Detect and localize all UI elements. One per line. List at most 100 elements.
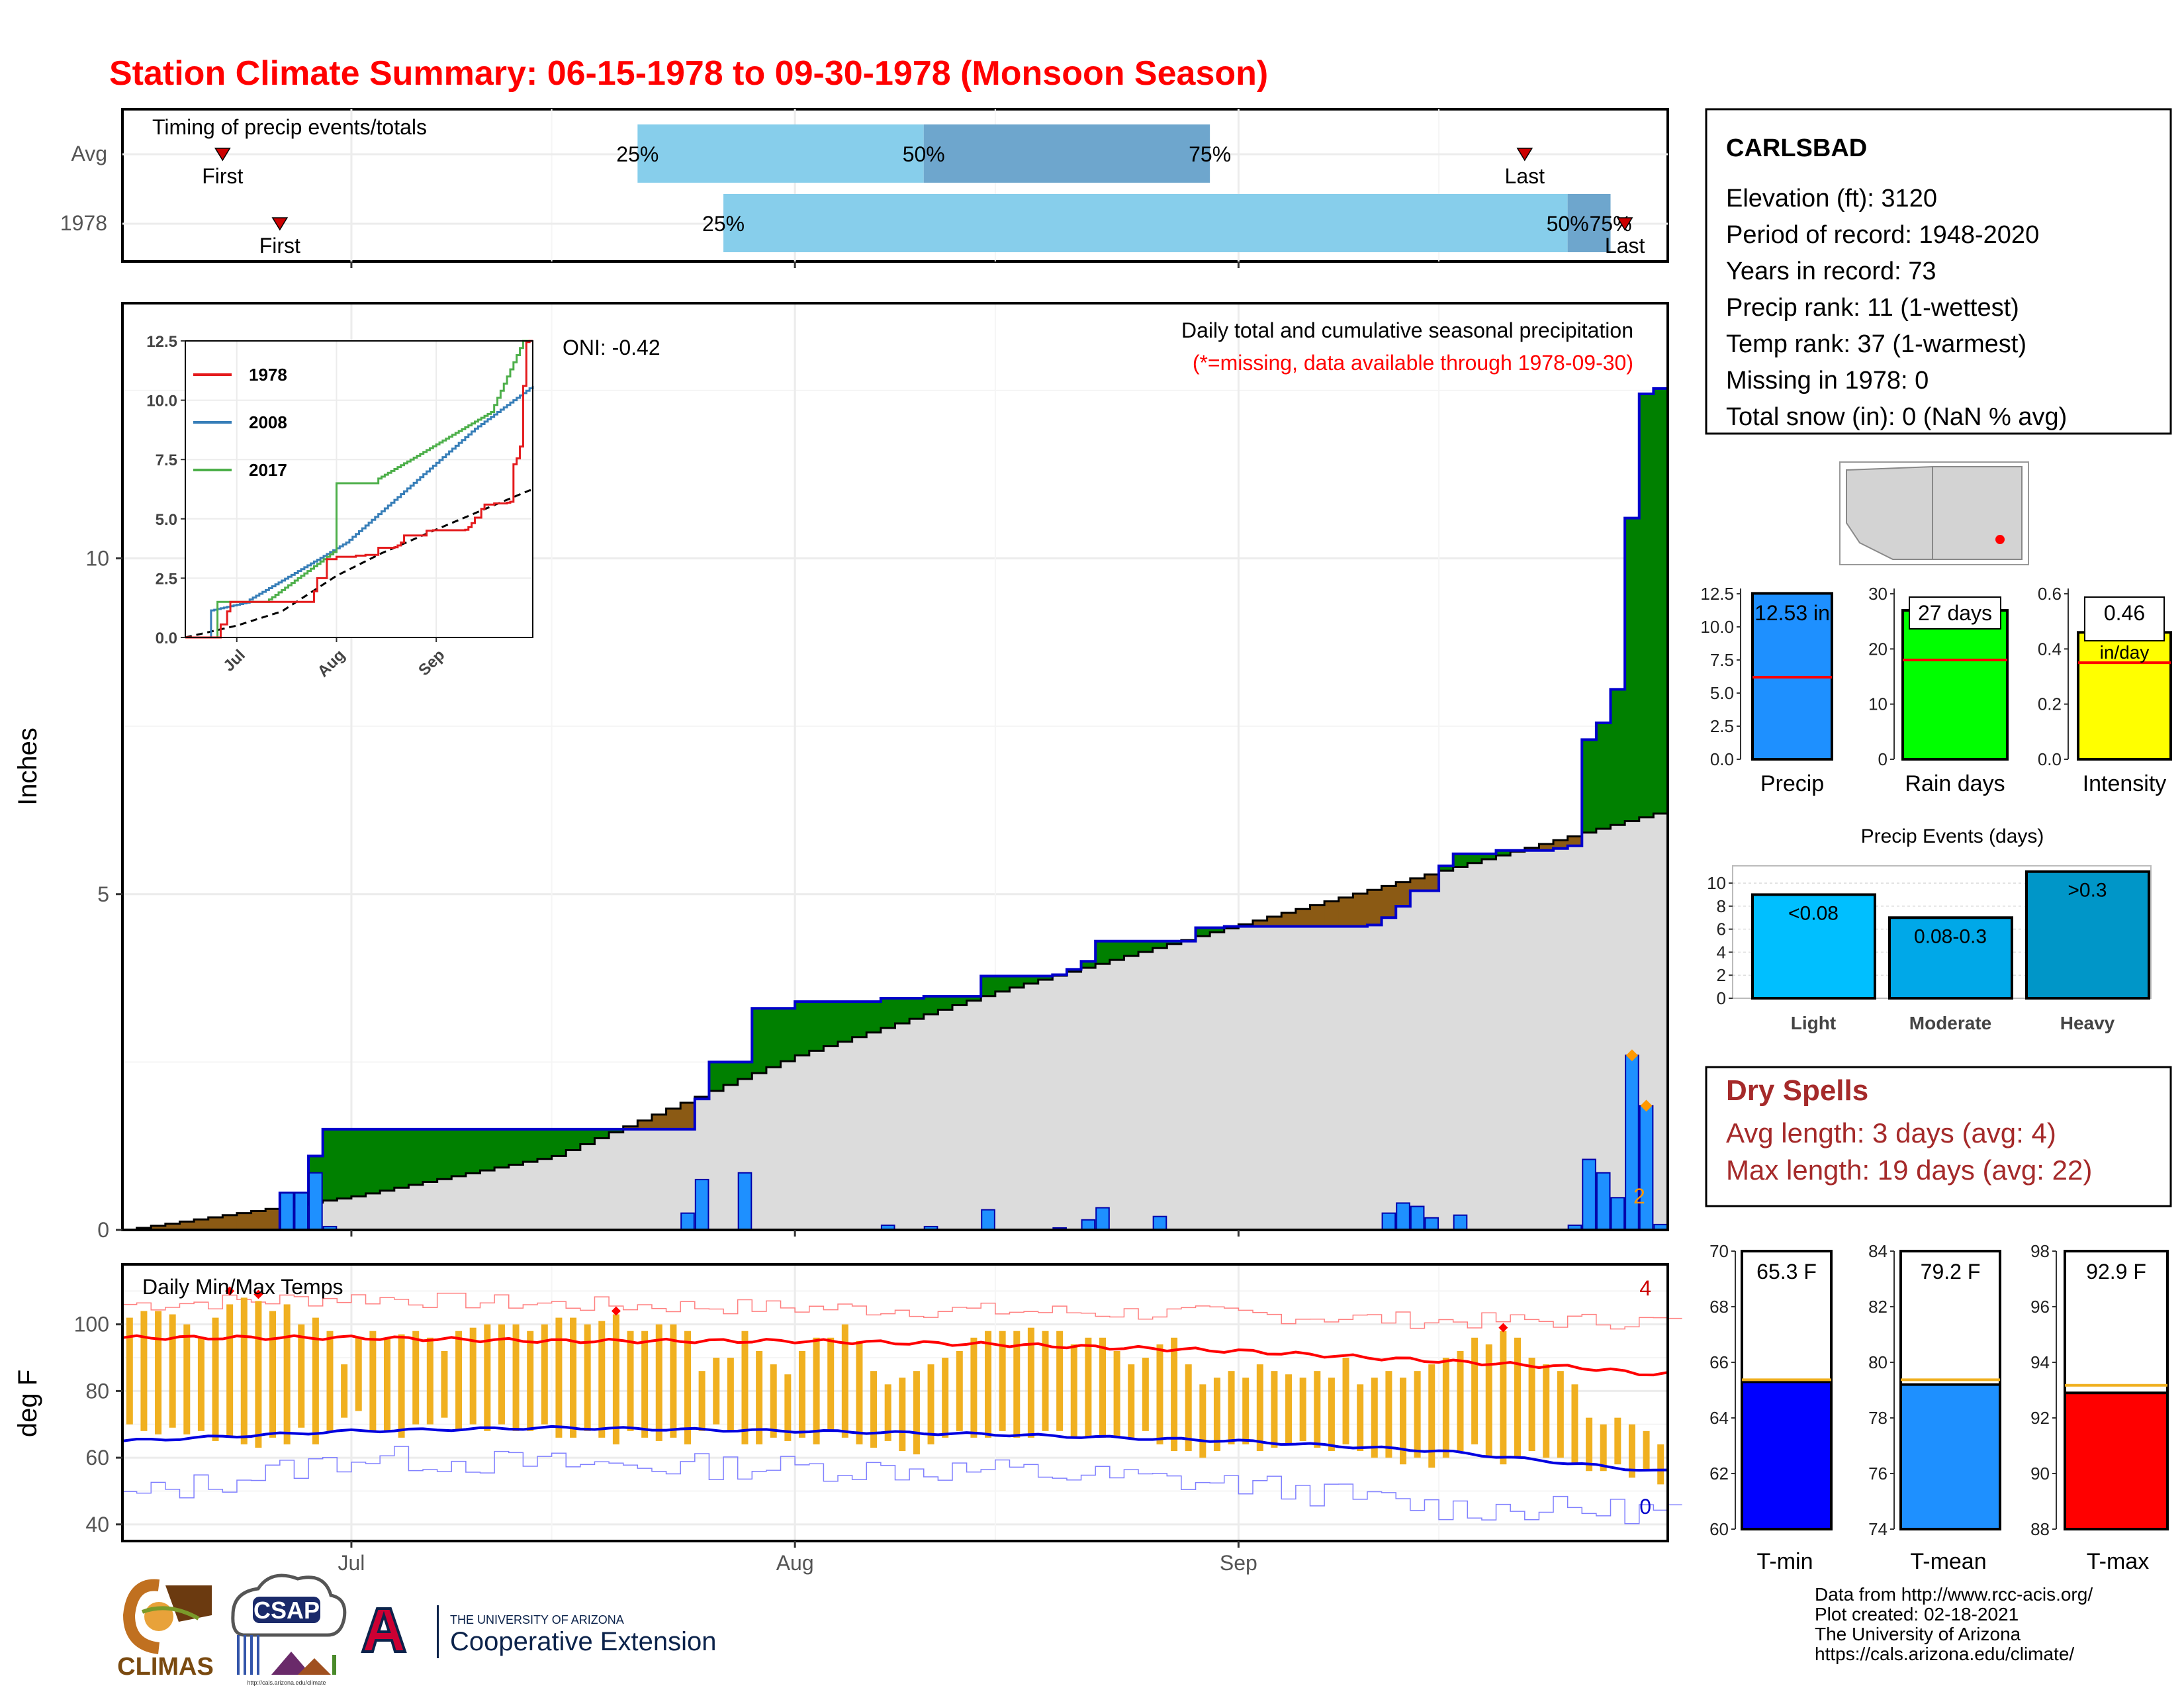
surplus-segment — [451, 1129, 467, 1176]
daily-temp-range-bar — [1027, 1327, 1034, 1438]
daily-temp-range-bar — [183, 1324, 191, 1434]
daily-temp-range-bar — [756, 1350, 763, 1444]
summary-tick-label: 5.0 — [1710, 683, 1734, 703]
surplus-segment — [437, 1129, 452, 1180]
summary-tick-label: 0.6 — [2038, 584, 2062, 604]
surplus-segment — [723, 1062, 739, 1085]
daily-temp-range-bar — [727, 1358, 734, 1431]
surplus-segment — [1038, 976, 1053, 980]
daily-temp-range-bar — [627, 1331, 634, 1431]
deficit-segment — [1524, 847, 1539, 851]
csap-logo-text: CSAP — [253, 1597, 320, 1624]
timing-row-avg-label: Avg — [71, 142, 107, 165]
dry-spells-max: Max length: 19 days (avg: 22) — [1726, 1154, 2092, 1186]
daily-temp-range-bar — [1099, 1337, 1106, 1438]
surplus-segment — [1152, 941, 1167, 949]
summary-tick-label: 0.4 — [2038, 639, 2062, 659]
daily-temp-range-bar — [956, 1350, 963, 1431]
extreme-precip-marker — [1640, 1100, 1653, 1112]
daily-temp-range-bar — [1557, 1371, 1564, 1458]
month-label: Jul — [338, 1551, 365, 1575]
daily-temp-range-bar — [1228, 1371, 1235, 1444]
timing-avg-q25-q50-bar — [637, 124, 924, 183]
daily-temp-range-bar — [741, 1331, 749, 1444]
csap-logo-url: http://cals.arizona.edu/climate — [247, 1679, 326, 1686]
deficit-segment — [1553, 840, 1569, 849]
timing-avg-q50-q75-bar — [923, 124, 1210, 183]
deficit-segment — [194, 1219, 209, 1230]
summary-bar-intensity — [2077, 631, 2172, 761]
surplus-segment — [1467, 853, 1482, 863]
daily-temp-range-bar — [1013, 1331, 1021, 1438]
inset-y-tick-label: 7.5 — [156, 451, 177, 469]
deficit-segment — [1267, 916, 1282, 927]
surplus-segment — [394, 1129, 409, 1188]
deficit-segment — [637, 1120, 653, 1129]
deficit-segment — [1424, 874, 1439, 891]
daily-temp-range-bar — [1299, 1378, 1306, 1441]
summary-tick-label: 0 — [1878, 749, 1888, 769]
daily-temp-range-bar — [1185, 1364, 1192, 1452]
surplus-segment — [537, 1129, 553, 1159]
surplus-segment — [1496, 850, 1511, 856]
daily-temp-range-bar — [269, 1311, 277, 1438]
deficit-segment — [151, 1225, 166, 1230]
timing-avg-first-marker — [214, 148, 231, 162]
daily-temp-range-bar — [383, 1337, 390, 1431]
precip-y-tick-label: 0 — [97, 1218, 109, 1242]
record-max-marker — [611, 1306, 621, 1316]
daily-temp-range-bar — [1442, 1358, 1449, 1458]
temp-summary-tick-label: 82 — [1868, 1297, 1888, 1317]
surplus-segment — [594, 1129, 610, 1139]
summary-bar-label: Intensity — [2083, 771, 2167, 796]
deficit-segment — [208, 1217, 223, 1230]
csap-logo: CSAP http://cals.arizona.edu/climate — [231, 1573, 347, 1686]
events-tick-label: 8 — [1717, 896, 1726, 916]
footer-line: https://cals.arizona.edu/climate/ — [1815, 1644, 2074, 1664]
daily-temp-range-bar — [1586, 1417, 1593, 1472]
events-tick-label: 10 — [1707, 873, 1726, 893]
daily-temp-range-bar — [827, 1337, 835, 1431]
daily-precip-bar — [1095, 1207, 1110, 1231]
daily-precip-bar — [1396, 1202, 1410, 1231]
surplus-segment — [1582, 739, 1597, 833]
temp-summary-tick-label: 76 — [1868, 1464, 1888, 1483]
daily-precip-bar — [308, 1172, 323, 1231]
station-info-box: CARLSBAD Elevation (ft): 3120 Period of r… — [1705, 108, 2172, 435]
precip-y-tick-label: 5 — [97, 882, 109, 906]
deficit-segment — [680, 1102, 696, 1129]
daily-temp-range-bar — [1314, 1371, 1321, 1448]
temp-summary-tick-label: 80 — [1868, 1352, 1888, 1372]
station-detail-line: Precip rank: 11 (1-wettest) — [1726, 294, 2019, 322]
record-max-count: 4 — [1639, 1276, 1651, 1300]
daily-temp-range-bar — [1113, 1350, 1120, 1438]
daily-temp-range-bar — [1500, 1331, 1507, 1465]
temp-summary-tick-label: 88 — [2030, 1519, 2050, 1539]
climas-logo: CLIMAS — [117, 1579, 214, 1681]
daily-temp-range-bar — [985, 1331, 992, 1438]
temp-summary-tick-label: 60 — [1709, 1519, 1729, 1539]
surplus-segment — [1167, 941, 1182, 945]
summary-value-label: 27 days — [1918, 601, 1992, 625]
timing-avg-q25-label: 25% — [616, 142, 659, 166]
daily-precip-bar — [1424, 1217, 1439, 1231]
footer-line: Plot created: 02-18-2021 — [1815, 1604, 2019, 1624]
events-bar-label: Light — [1791, 1013, 1836, 1033]
deficit-segment — [1324, 901, 1340, 927]
events-bar-moderate — [1888, 916, 2013, 1000]
inset-legend: 1978 2008 2017 — [193, 365, 287, 480]
deficit-segment — [1396, 882, 1411, 907]
daily-temp-range-bar — [441, 1350, 448, 1418]
station-name: CARLSBAD — [1726, 134, 1867, 162]
timing-1978-last-label: Last — [1605, 234, 1645, 258]
surplus-segment — [866, 1002, 882, 1033]
inset-y-tick-label: 0.0 — [156, 630, 177, 647]
daily-precip-bar — [1381, 1212, 1396, 1231]
deficit-segment — [222, 1215, 238, 1230]
inset-average-line — [185, 489, 533, 639]
daily-precip-bar — [1081, 1219, 1096, 1231]
daily-temp-range-bar — [1543, 1364, 1550, 1458]
daily-precip-bar — [294, 1192, 309, 1231]
daily-precip-bar — [737, 1172, 752, 1231]
